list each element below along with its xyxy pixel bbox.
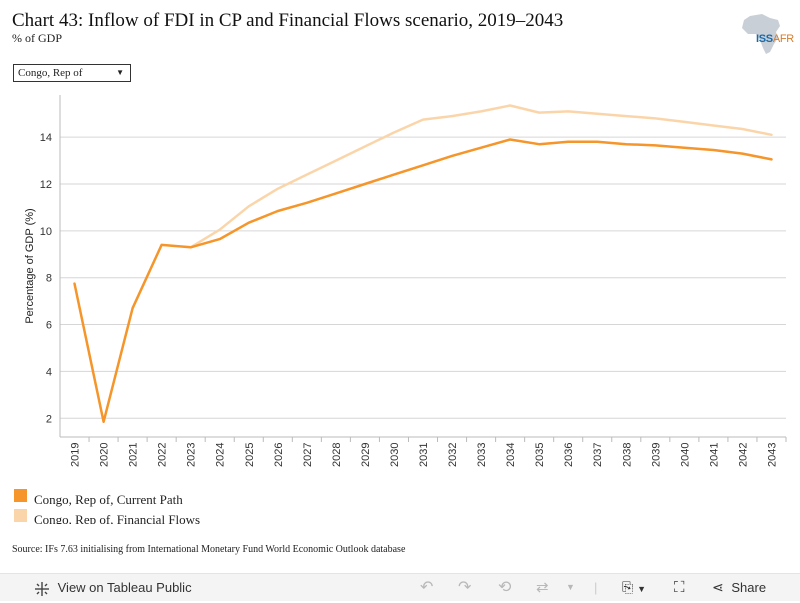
share-button[interactable]: ⋖ Share xyxy=(712,574,766,601)
x-tick-label: 2036 xyxy=(563,443,575,467)
fullscreen-button[interactable]: ⛶ xyxy=(674,574,685,601)
x-axis-ticks: 2019 2020 2021 2022 2023 2024 2025 2026 2027 2028… xyxy=(70,437,787,467)
y-tick-label: 10 xyxy=(40,226,52,238)
x-tick-label: 2032 xyxy=(447,443,459,467)
refresh-menu-button[interactable]: ▼ xyxy=(566,574,575,601)
x-tick-label: 2019 xyxy=(70,443,82,467)
x-tick-label: 2027 xyxy=(302,443,314,467)
series-lines xyxy=(73,104,773,424)
y-tick-label: 2 xyxy=(46,413,52,425)
share-icon: ⋖ xyxy=(712,579,724,595)
y-tick-label: 4 xyxy=(46,366,52,378)
x-tick-label: 2034 xyxy=(505,443,517,467)
x-tick-label: 2022 xyxy=(157,443,169,467)
x-tick-label: 2021 xyxy=(128,443,140,467)
toolbar-divider: | xyxy=(594,580,598,595)
tableau-toolbar: View on Tableau Public ↶ ↷ ⟲ ⇄ ▼ | ⎘ ▼ ⛶… xyxy=(0,573,800,601)
refresh-icon: ⇄ xyxy=(536,579,549,596)
page-subtitle: % of GDP xyxy=(12,31,62,45)
country-filter-dropdown[interactable]: Congo, Rep of ▼ xyxy=(13,64,131,82)
page-title: Chart 43: Inflow of FDI in CP and Financ… xyxy=(12,10,564,31)
x-tick-label: 2037 xyxy=(592,443,604,467)
share-label: Share xyxy=(731,580,767,595)
revert-icon: ⟲ xyxy=(498,579,512,596)
view-on-tableau-label: View on Tableau Public xyxy=(57,580,192,595)
legend-label: Congo, Rep of, Financial Flows xyxy=(34,512,201,524)
x-tick-label: 2043 xyxy=(766,443,778,467)
series-line[interactable] xyxy=(189,104,773,249)
undo-icon: ↶ xyxy=(420,579,434,596)
refresh-button[interactable]: ⇄ xyxy=(536,574,549,601)
caret-down-icon: ▼ xyxy=(566,582,575,592)
source-note: Source: IFs 7.63 initialising from Inter… xyxy=(12,544,406,555)
y-axis-label: Percentage of GDP (%) xyxy=(24,208,36,323)
view-on-tableau-button[interactable]: View on Tableau Public xyxy=(34,574,192,601)
undo-button[interactable]: ↶ xyxy=(420,574,433,601)
series-line[interactable] xyxy=(73,138,773,424)
x-tick-label: 2024 xyxy=(215,443,227,467)
y-tick-label: 14 xyxy=(40,132,52,144)
x-tick-label: 2040 xyxy=(679,443,691,467)
x-tick-label: 2041 xyxy=(708,443,720,467)
revert-button[interactable]: ⟲ xyxy=(498,574,511,601)
x-tick-label: 2042 xyxy=(737,443,749,467)
x-tick-label: 2030 xyxy=(389,443,401,467)
x-tick-label: 2020 xyxy=(99,443,111,467)
legend-item-current-path[interactable]: Congo, Rep of, Current Path xyxy=(14,488,274,508)
download-icon: ⎘ xyxy=(622,579,634,595)
redo-icon: ↷ xyxy=(458,579,472,596)
x-tick-label: 2023 xyxy=(186,443,198,467)
y-tick-label: 12 xyxy=(40,179,52,191)
country-filter-value: Congo, Rep of xyxy=(18,67,83,79)
x-tick-label: 2031 xyxy=(418,443,430,467)
y-tick-label: 8 xyxy=(46,273,52,285)
caret-down-icon: ▼ xyxy=(637,584,647,594)
logo-text: ISSAFR xyxy=(756,33,794,45)
legend-swatch xyxy=(14,489,27,502)
download-button[interactable]: ⎘ ▼ xyxy=(622,574,646,601)
redo-button[interactable]: ↷ xyxy=(458,574,471,601)
africa-map-logo-icon xyxy=(742,14,780,54)
legend-item-financial-flows[interactable]: Congo, Rep of, Financial Flows xyxy=(14,508,274,524)
tableau-logo-icon xyxy=(35,581,49,596)
x-tick-label: 2028 xyxy=(331,443,343,467)
y-axis-ticks: 2 4 6 8 10 12 14 xyxy=(40,132,52,425)
legend-swatch xyxy=(14,509,27,522)
x-tick-label: 2035 xyxy=(534,443,546,467)
x-tick-label: 2038 xyxy=(621,443,633,467)
legend-label: Congo, Rep of, Current Path xyxy=(34,492,183,507)
x-tick-label: 2029 xyxy=(360,443,372,467)
grid-lines xyxy=(60,136,786,419)
fullscreen-icon: ⛶ xyxy=(674,579,685,596)
x-tick-label: 2033 xyxy=(476,443,488,467)
x-tick-label: 2026 xyxy=(273,443,285,467)
caret-down-icon: ▼ xyxy=(116,68,124,77)
x-tick-label: 2025 xyxy=(244,443,256,467)
y-tick-label: 6 xyxy=(46,320,52,332)
x-tick-label: 2039 xyxy=(650,443,662,467)
